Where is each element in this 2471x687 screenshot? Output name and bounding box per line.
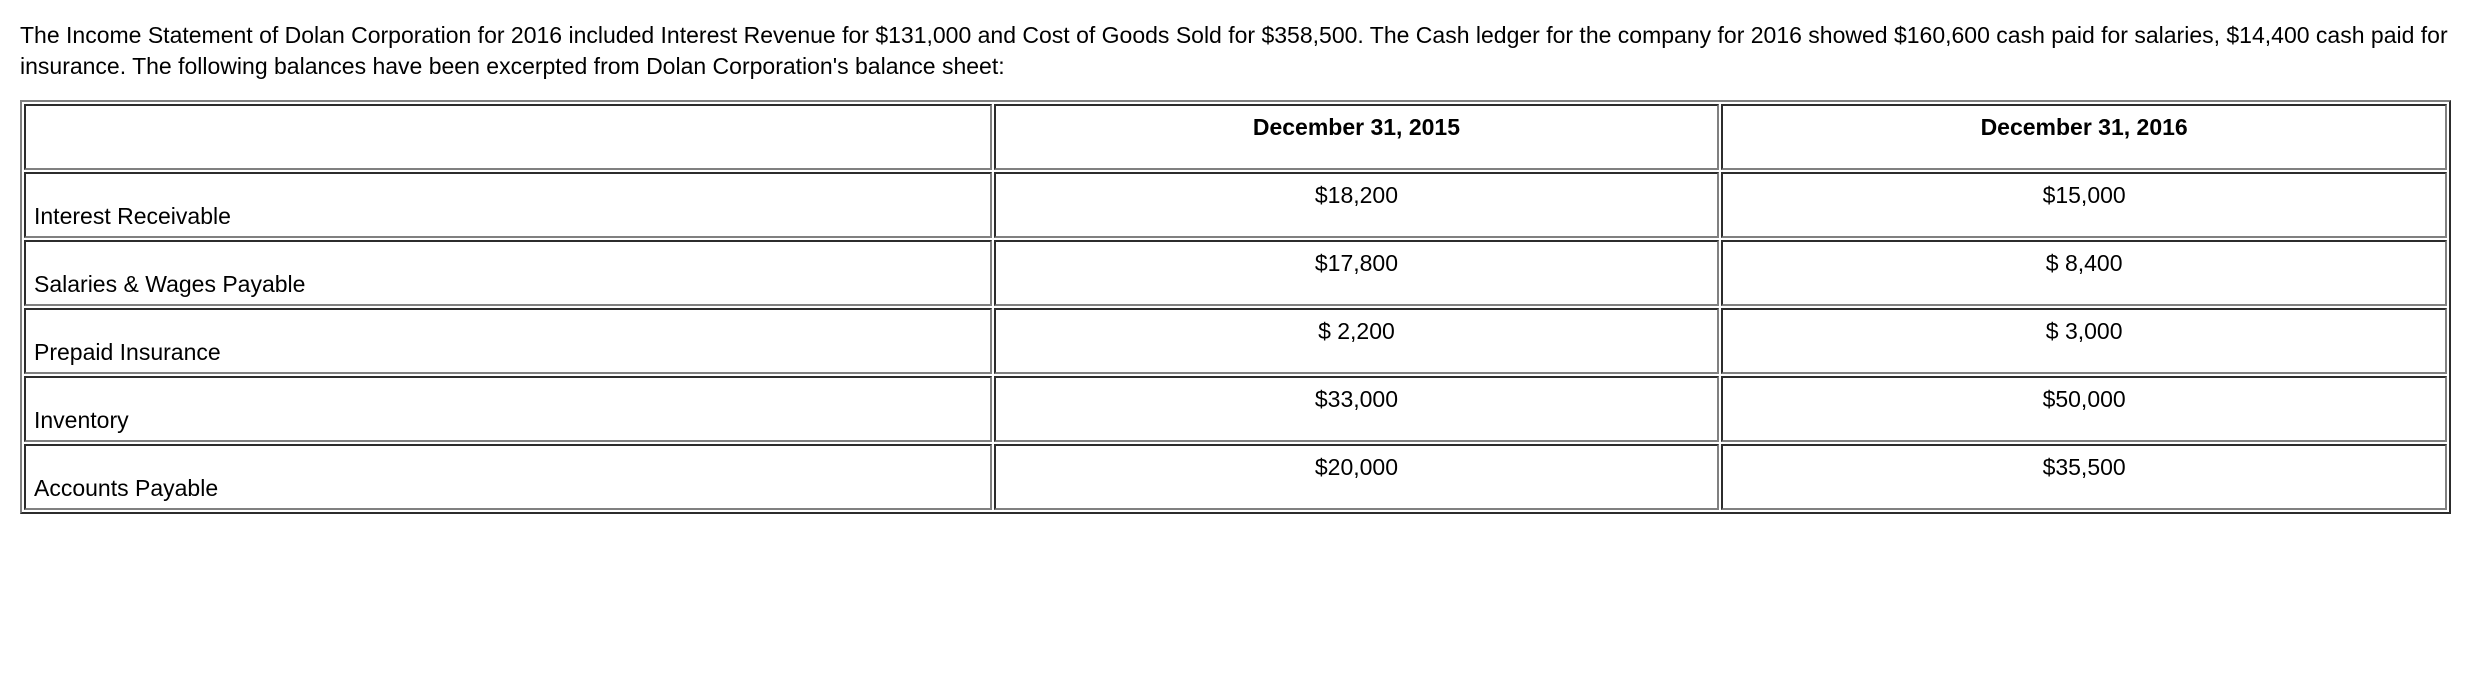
- row-value-2016: $ 3,000: [1721, 308, 2447, 374]
- row-label: Inventory: [24, 376, 992, 442]
- row-label: Accounts Payable: [24, 444, 992, 510]
- row-label: Salaries & Wages Payable: [24, 240, 992, 306]
- header-2015: December 31, 2015: [994, 104, 1720, 170]
- balance-sheet-table: December 31, 2015 December 31, 2016 Inte…: [20, 100, 2451, 514]
- row-label: Interest Receivable: [24, 172, 992, 238]
- table-row: Salaries & Wages Payable $17,800 $ 8,400: [24, 240, 2447, 306]
- intro-paragraph: The Income Statement of Dolan Corporatio…: [20, 20, 2451, 82]
- row-value-2016: $ 8,400: [1721, 240, 2447, 306]
- row-value-2016: $50,000: [1721, 376, 2447, 442]
- row-value-2015: $ 2,200: [994, 308, 1720, 374]
- table-row: Inventory $33,000 $50,000: [24, 376, 2447, 442]
- table-row: Interest Receivable $18,200 $15,000: [24, 172, 2447, 238]
- row-label: Prepaid Insurance: [24, 308, 992, 374]
- table-row: Prepaid Insurance $ 2,200 $ 3,000: [24, 308, 2447, 374]
- table-row: Accounts Payable $20,000 $35,500: [24, 444, 2447, 510]
- row-value-2015: $20,000: [994, 444, 1720, 510]
- header-2016: December 31, 2016: [1721, 104, 2447, 170]
- row-value-2015: $17,800: [994, 240, 1720, 306]
- row-value-2015: $33,000: [994, 376, 1720, 442]
- row-value-2015: $18,200: [994, 172, 1720, 238]
- header-blank: [24, 104, 992, 170]
- table-header-row: December 31, 2015 December 31, 2016: [24, 104, 2447, 170]
- row-value-2016: $15,000: [1721, 172, 2447, 238]
- row-value-2016: $35,500: [1721, 444, 2447, 510]
